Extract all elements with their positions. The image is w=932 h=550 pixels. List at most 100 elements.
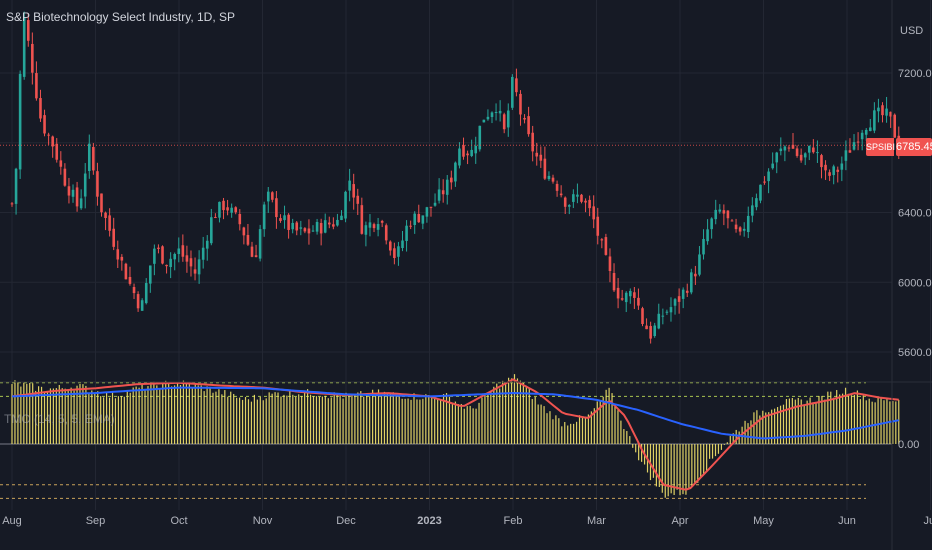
osc-histogram-bar xyxy=(528,388,530,444)
osc-histogram-bar xyxy=(395,394,397,444)
osc-histogram-bar xyxy=(52,388,54,444)
osc-histogram-bar xyxy=(111,392,114,444)
candle-body xyxy=(315,221,319,232)
candle-body xyxy=(258,229,262,259)
last-price-label: 6785.45 xyxy=(896,138,932,156)
osc-histogram-bar xyxy=(806,400,808,444)
candle-body xyxy=(812,147,815,153)
osc-histogram-bar xyxy=(339,395,341,444)
candle-body xyxy=(759,184,762,201)
candle-body xyxy=(108,215,111,231)
osc-histogram-bar xyxy=(132,387,134,444)
oscillator-pane xyxy=(0,374,900,499)
osc-histogram-bar xyxy=(29,382,31,444)
osc-tick-label: 0.00 xyxy=(898,439,919,451)
candle-body xyxy=(649,326,652,339)
candle-body xyxy=(327,222,331,225)
candle-body xyxy=(844,150,848,161)
osc-histogram-bar xyxy=(549,411,551,444)
osc-histogram-bar xyxy=(481,397,483,444)
candle-body xyxy=(445,179,449,195)
osc-histogram-bar xyxy=(664,444,666,498)
candle-body xyxy=(848,150,852,153)
candle-body xyxy=(210,217,213,244)
candle-body xyxy=(624,292,628,303)
osc-histogram-bar xyxy=(14,380,16,444)
osc-histogram-bar xyxy=(892,401,894,444)
osc-histogram-bar xyxy=(265,398,267,444)
osc-histogram-bar xyxy=(58,385,60,444)
candle-body xyxy=(254,255,258,258)
osc-histogram-bar xyxy=(507,377,510,444)
osc-histogram-bar xyxy=(224,390,226,444)
candle-body xyxy=(755,198,758,208)
candle-body xyxy=(197,259,201,275)
osc-histogram-bar xyxy=(173,385,176,444)
osc-histogram-bar xyxy=(309,394,312,444)
candle-body xyxy=(852,142,856,150)
osc-histogram-bar xyxy=(842,393,844,444)
osc-histogram-bar xyxy=(865,400,867,444)
candle-body xyxy=(710,218,713,230)
osc-histogram-bar xyxy=(159,388,161,444)
osc-histogram-bar xyxy=(17,381,19,444)
candle-body xyxy=(368,222,372,228)
candle-body xyxy=(645,325,648,330)
osc-histogram-bar xyxy=(194,383,196,444)
candle-body xyxy=(144,283,148,304)
candle-body xyxy=(592,206,595,220)
candle-body xyxy=(59,160,63,167)
osc-histogram-bar xyxy=(525,385,527,444)
osc-histogram-bar xyxy=(697,444,699,483)
candle-body xyxy=(132,287,136,294)
osc-histogram-bar xyxy=(578,415,581,444)
osc-histogram-bar xyxy=(386,393,388,444)
candle-body xyxy=(661,315,665,317)
candle-body xyxy=(498,110,502,114)
time-axis: Aug Sep Oct Nov Dec 2023 Feb Mar Apr May Jun Jul xyxy=(2,515,932,527)
osc-histogram-bar xyxy=(176,382,179,444)
candle-body xyxy=(413,213,417,225)
osc-histogram-bar xyxy=(377,389,380,444)
osc-histogram-bar xyxy=(785,399,788,444)
osc-histogram-bar xyxy=(584,416,587,444)
osc-histogram-bar xyxy=(289,390,291,444)
candle-body xyxy=(401,240,404,249)
candle-body xyxy=(535,152,539,157)
osc-histogram-bar xyxy=(67,390,69,444)
osc-histogram-bar xyxy=(605,389,607,444)
candle-body xyxy=(519,93,522,115)
osc-histogram-bar xyxy=(100,396,102,444)
osc-histogram-bar xyxy=(318,396,321,444)
osc-histogram-bar xyxy=(200,385,202,444)
candle-body xyxy=(67,186,71,196)
osc-histogram-bar xyxy=(596,401,598,444)
candle-body xyxy=(567,205,571,207)
osc-histogram-bar xyxy=(416,399,418,444)
candle-body xyxy=(83,173,87,197)
osc-histogram-bar xyxy=(700,444,702,478)
candle-body xyxy=(490,112,494,118)
candle-body xyxy=(344,191,347,219)
osc-histogram-bar xyxy=(292,394,294,444)
candle-body xyxy=(641,308,644,324)
price-candles xyxy=(10,11,901,344)
candle-body xyxy=(360,205,364,234)
candle-body xyxy=(421,215,425,224)
candle-body xyxy=(820,155,823,168)
osc-histogram-bar xyxy=(304,392,306,444)
osc-histogram-bar xyxy=(543,406,545,444)
osc-histogram-bar xyxy=(895,401,897,444)
price-tick-label: 6400.00 xyxy=(898,208,932,220)
osc-histogram-bar xyxy=(156,385,158,444)
osc-histogram-bar xyxy=(774,408,776,444)
candle-body xyxy=(340,215,343,221)
osc-signal-blue-line xyxy=(11,386,899,440)
time-tick-label: Nov xyxy=(253,515,273,527)
candle-body xyxy=(494,112,498,114)
osc-histogram-bar xyxy=(788,398,791,444)
osc-histogram-bar xyxy=(366,393,368,444)
osc-histogram-bar xyxy=(800,399,802,444)
candle-body xyxy=(588,199,591,209)
